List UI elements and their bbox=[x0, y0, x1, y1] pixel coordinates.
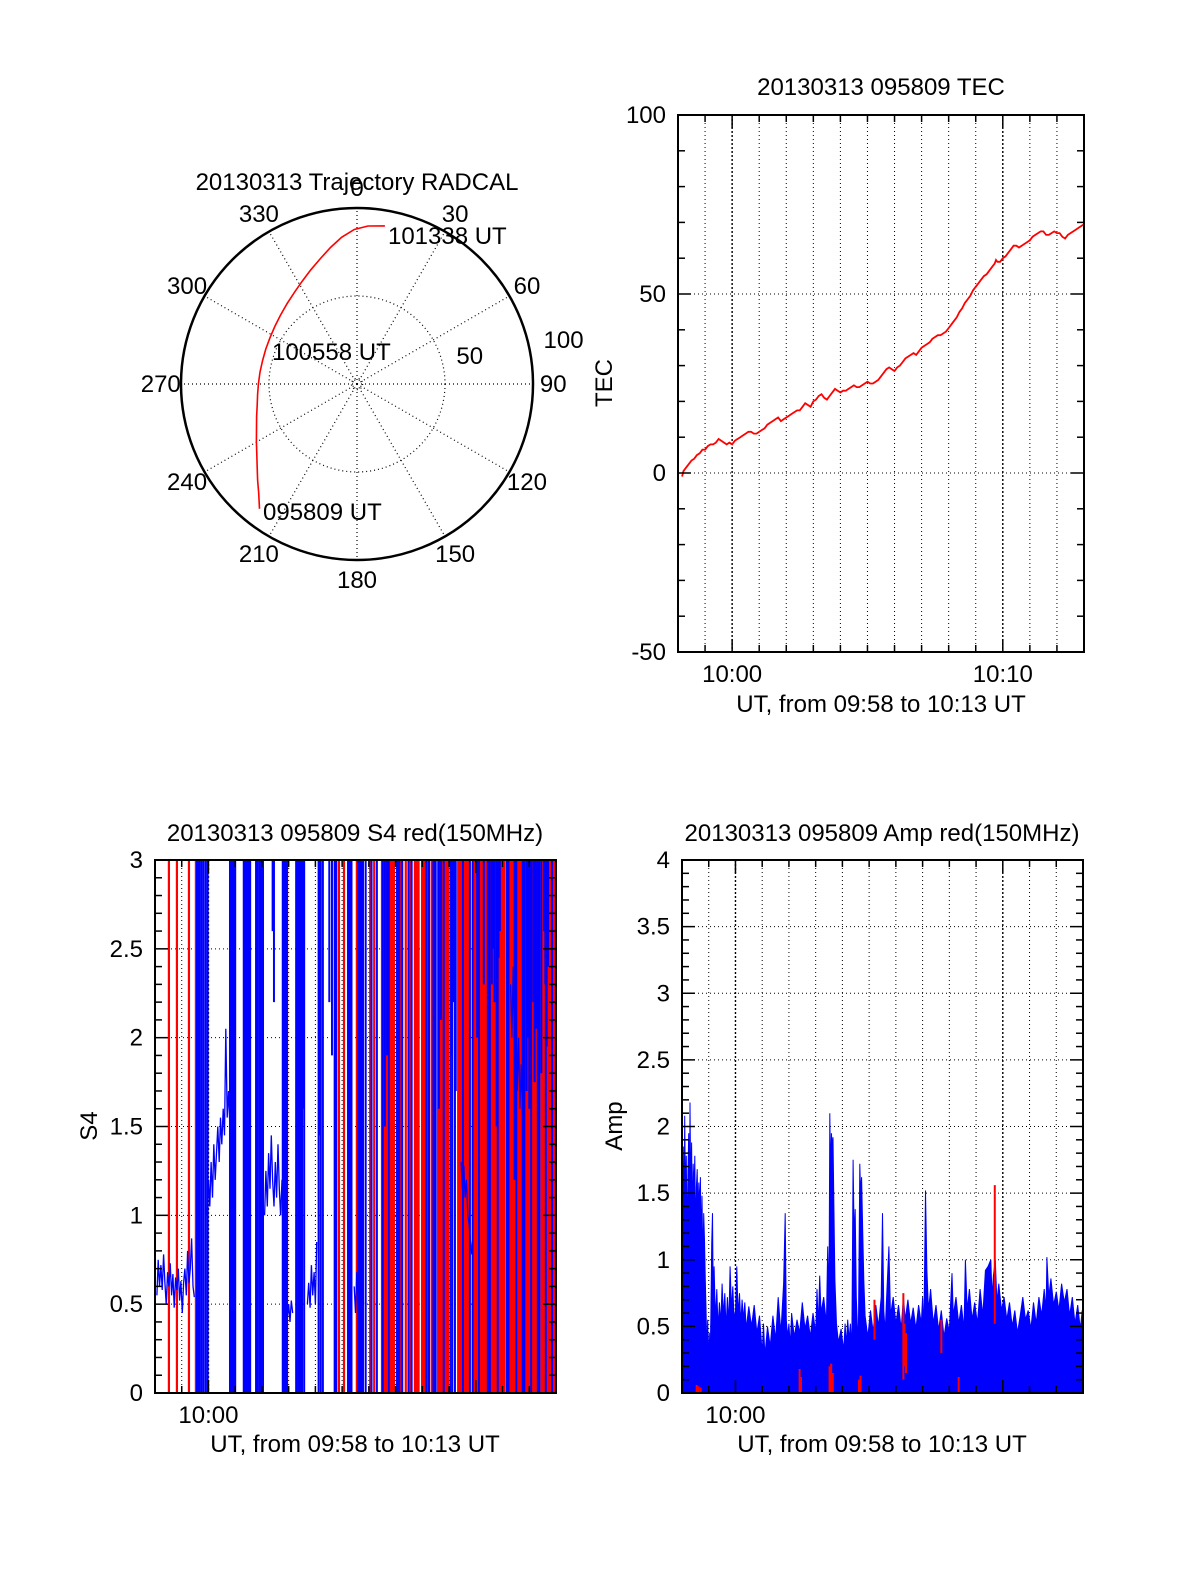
azimuth-label: 240 bbox=[167, 469, 207, 496]
y-tick-label: 2 bbox=[657, 1114, 670, 1141]
s4-trace bbox=[285, 1295, 294, 1322]
s4-red-band bbox=[509, 860, 516, 1393]
y-tick-label: 1.5 bbox=[110, 1114, 143, 1141]
polar-grid-circle bbox=[268, 295, 446, 473]
y-tick-label: 3 bbox=[657, 980, 670, 1007]
tec-yaxis-label: TEC bbox=[591, 359, 618, 407]
polar-spoke bbox=[268, 231, 358, 385]
azimuth-label: 330 bbox=[239, 201, 279, 228]
y-tick-label: 1 bbox=[657, 1247, 670, 1274]
radial-tick-label: 100 bbox=[544, 327, 584, 354]
s4-red-band bbox=[540, 860, 546, 1393]
x-tick-label: 10:10 bbox=[973, 661, 1033, 688]
polar-grid-circle bbox=[350, 377, 364, 391]
plot-frame bbox=[677, 114, 1085, 653]
s4-data bbox=[156, 860, 556, 1393]
trajectory-time-label: 095809 UT bbox=[263, 499, 382, 526]
y-tick-label: 0 bbox=[130, 1380, 143, 1407]
y-tick-label: 1.5 bbox=[637, 1180, 670, 1207]
y-tick-label: 0.5 bbox=[110, 1291, 143, 1318]
polar-spoke bbox=[356, 383, 446, 537]
s4-red-band bbox=[389, 860, 396, 1393]
s4-trace bbox=[509, 966, 524, 1118]
y-tick-label: 4 bbox=[657, 847, 670, 874]
amp-envelope bbox=[682, 1102, 1083, 1393]
s4-trace bbox=[460, 1161, 473, 1255]
amp-xaxis-label: UT, from 09:58 to 10:13 UT bbox=[737, 1431, 1027, 1458]
amp-title: 20130313 095809 Amp red(150MHz) bbox=[685, 820, 1080, 847]
azimuth-label: 210 bbox=[239, 541, 279, 568]
azimuth-label: 30 bbox=[442, 201, 469, 228]
azimuth-label: 150 bbox=[435, 541, 475, 568]
polar-spoke bbox=[204, 383, 358, 473]
trajectory-title: 20130313 Trajectory RADCAL bbox=[196, 169, 519, 196]
polar-spoke bbox=[356, 383, 510, 473]
x-tick-label: 10:00 bbox=[178, 1402, 238, 1429]
azimuth-label: 180 bbox=[337, 567, 377, 594]
radial-tick-label: 50 bbox=[456, 343, 483, 370]
polar-outer-circle bbox=[179, 206, 535, 562]
y-tick-label: 1 bbox=[130, 1202, 143, 1229]
amp-plot: 0 0.5 1 1.5 2 2.5 3 3.5 4 10:00 bbox=[637, 847, 1084, 1429]
amp-yaxis-label: Amp bbox=[601, 1101, 628, 1150]
s4-red-band bbox=[525, 860, 531, 1393]
azimuth-label: 270 bbox=[141, 371, 181, 398]
s4-red-band bbox=[457, 860, 463, 1393]
s4-title: 20130313 095809 S4 red(150MHz) bbox=[167, 820, 543, 847]
tec-line bbox=[681, 223, 1084, 477]
y-tick-label: 3 bbox=[130, 847, 143, 874]
trajectory-time-label: 101338 UT bbox=[388, 223, 507, 250]
y-tick-label: 0.5 bbox=[637, 1313, 670, 1340]
s4-red-band bbox=[498, 860, 506, 1393]
s4-red-band bbox=[437, 860, 444, 1393]
s4-red-band bbox=[517, 860, 522, 1393]
s4-red-band bbox=[531, 860, 538, 1393]
s4-trace bbox=[353, 1259, 365, 1314]
azimuth-label: 120 bbox=[507, 469, 547, 496]
x-tick-label: 10:00 bbox=[702, 661, 762, 688]
trajectory-line bbox=[255, 225, 385, 509]
y-tick-label: 2.5 bbox=[637, 1047, 670, 1074]
s4-red-band bbox=[444, 860, 450, 1393]
s4-red-band bbox=[413, 860, 420, 1393]
y-tick-label: 3.5 bbox=[637, 914, 670, 941]
y-tick-label: 2 bbox=[130, 1025, 143, 1052]
s4-trace bbox=[263, 1135, 284, 1225]
azimuth-label: 60 bbox=[514, 273, 541, 300]
s4-red-band bbox=[479, 860, 488, 1393]
polar-spoke bbox=[204, 295, 358, 385]
s4-red-band bbox=[463, 860, 470, 1393]
azimuth-label: 90 bbox=[540, 371, 567, 398]
s4-trace bbox=[156, 1238, 195, 1314]
y-tick-label: 0 bbox=[657, 1380, 670, 1407]
trajectory-time-label: 100558 UT bbox=[272, 339, 391, 366]
polar-spoke bbox=[356, 295, 510, 385]
s4-plot: 0 0.5 1 1.5 2 2.5 3 10:00 bbox=[110, 847, 557, 1429]
s4-red-band bbox=[473, 860, 479, 1393]
y-tick-label: -50 bbox=[631, 639, 666, 666]
azimuth-label: 300 bbox=[167, 273, 207, 300]
tec-xaxis-label: UT, from 09:58 to 10:13 UT bbox=[736, 691, 1026, 718]
azimuth-label: 0 bbox=[350, 175, 363, 202]
tec-title: 20130313 095809 TEC bbox=[757, 74, 1005, 101]
y-tick-label: 0 bbox=[653, 460, 666, 487]
x-tick-label: 10:00 bbox=[705, 1402, 765, 1429]
s4-xaxis-label: UT, from 09:58 to 10:13 UT bbox=[210, 1431, 500, 1458]
y-tick-label: 100 bbox=[626, 102, 666, 129]
amp-data bbox=[682, 1102, 1083, 1393]
tec-plot: -50 0 50 100 10:00 10:10 bbox=[626, 102, 1085, 688]
s4-yaxis-label: S4 bbox=[76, 1111, 103, 1140]
s4-trace bbox=[206, 1028, 236, 1216]
s4-red-band bbox=[490, 860, 498, 1393]
s4-red-band bbox=[420, 860, 426, 1393]
y-tick-label: 50 bbox=[639, 281, 666, 308]
y-tick-label: 2.5 bbox=[110, 936, 143, 963]
trajectory-plot: 0 30 60 90 120 150 180 210 240 270 300 330 50 100 1013… bbox=[141, 175, 584, 594]
s4-trace bbox=[306, 1241, 318, 1308]
